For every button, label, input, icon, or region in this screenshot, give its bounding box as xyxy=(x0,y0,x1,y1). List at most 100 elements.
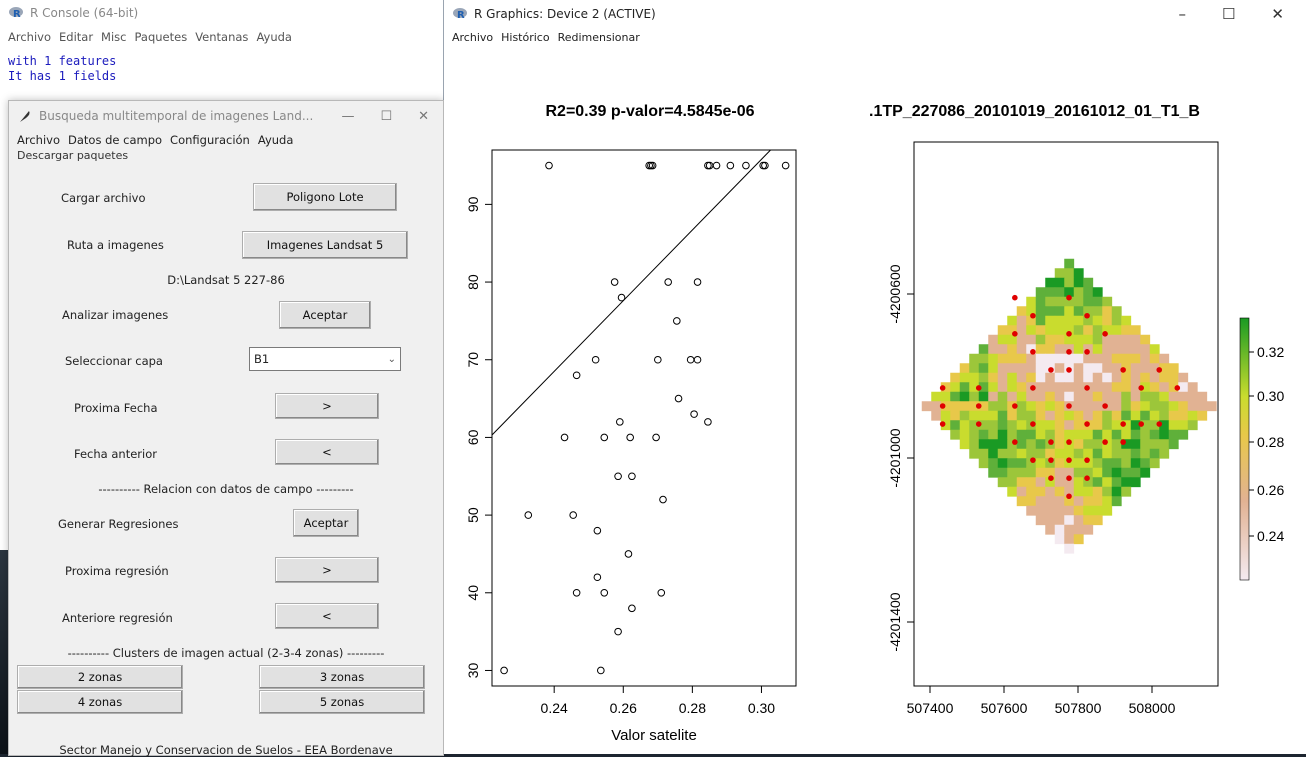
scatter-point xyxy=(591,355,600,364)
raster-cell xyxy=(1064,486,1075,497)
y-tick-label: 90 xyxy=(465,196,481,212)
menu-archivo[interactable]: Archivo xyxy=(17,133,60,147)
raster-cell xyxy=(1083,353,1094,364)
raster-cell xyxy=(997,477,1008,488)
zonas-5-button[interactable]: 5 zonas xyxy=(259,690,425,714)
sample-point xyxy=(1084,421,1090,427)
colorbar-tick-label: 0.30 xyxy=(1257,388,1284,404)
menu-archivo[interactable]: Archivo xyxy=(452,30,494,44)
raster-cell xyxy=(1092,420,1103,431)
raster-cell xyxy=(988,467,999,478)
maximize-icon[interactable]: ☐ xyxy=(380,108,393,124)
raster-cell xyxy=(1064,496,1075,507)
r-console-titlebar[interactable]: R R Console (64-bit) xyxy=(0,0,443,26)
fecha-anterior-button[interactable]: < xyxy=(275,439,379,465)
menu-misc[interactable]: Misc xyxy=(101,30,127,44)
raster-cell xyxy=(1092,486,1103,497)
menu-configuracion[interactable]: Configuración xyxy=(170,133,250,147)
raster-cell xyxy=(1092,401,1103,412)
capa-select[interactable]: B1 ⌄ xyxy=(249,347,401,371)
raster-cell xyxy=(1026,467,1037,478)
analizar-aceptar-button[interactable]: Aceptar xyxy=(279,301,371,329)
imagenes-landsat-button[interactable]: Imagenes Landsat 5 xyxy=(242,231,408,259)
raster-cell xyxy=(1083,391,1094,402)
plot-area: R2=0.39 p-valor=4.5845e-06 0.24 0.26 0.28 0.… xyxy=(465,103,1284,744)
raster-cell xyxy=(988,353,999,364)
raster-cell xyxy=(1102,505,1113,516)
menu-datos-de-campo[interactable]: Datos de campo xyxy=(68,133,163,147)
proxima-regresion-label: Proxima regresión xyxy=(65,564,169,578)
graphics-titlebar[interactable]: R R Graphics: Device 2 (ACTIVE) – ☐ ✕ xyxy=(444,0,1306,28)
y-tick-label: 30 xyxy=(465,662,481,678)
raster-cell xyxy=(1111,420,1122,431)
raster-cell xyxy=(1045,391,1056,402)
raster-cell xyxy=(997,372,1008,383)
zonas-2-button[interactable]: 2 zonas xyxy=(17,665,183,689)
raster-cell xyxy=(1140,448,1151,459)
raster-cell xyxy=(1083,315,1094,326)
raster-cell xyxy=(997,429,1008,440)
menu-descargar-paquetes[interactable]: Descargar paquetes xyxy=(17,149,129,162)
anterior-regresion-button[interactable]: < xyxy=(275,603,379,629)
raster-cell xyxy=(1026,458,1037,469)
y-tick-label: -4201000 xyxy=(887,428,903,487)
minimize-icon[interactable]: – xyxy=(1178,5,1186,23)
raster-cell xyxy=(997,448,1008,459)
close-icon[interactable]: ✕ xyxy=(1271,5,1284,23)
scatter-point xyxy=(742,161,750,170)
sample-point xyxy=(1066,294,1072,301)
raster-cell xyxy=(1102,458,1113,469)
raster-cell xyxy=(1054,467,1065,478)
raster-cell xyxy=(1140,372,1151,383)
menu-paquetes[interactable]: Paquetes xyxy=(134,30,188,44)
maximize-icon[interactable]: ☐ xyxy=(1221,5,1236,23)
raster-cell xyxy=(1111,401,1122,412)
menu-ayuda[interactable]: Ayuda xyxy=(257,133,294,147)
raster-cell xyxy=(1073,477,1084,488)
raster-cell xyxy=(1140,439,1151,450)
raster-cell xyxy=(1140,420,1151,431)
raster-cell xyxy=(1007,477,1018,488)
raster-cell xyxy=(1159,401,1170,412)
generar-aceptar-button[interactable]: Aceptar xyxy=(293,509,359,537)
raster-cell xyxy=(1007,334,1018,345)
colorbar xyxy=(1239,317,1250,581)
x-tick-label: 0.28 xyxy=(679,700,706,716)
menu-historico[interactable]: Histórico xyxy=(501,30,550,44)
poligono-lote-button[interactable]: Poligono Lote xyxy=(253,183,397,211)
raster-cell xyxy=(959,410,970,421)
zonas-4-button[interactable]: 4 zonas xyxy=(17,690,183,714)
y-tick-label: 40 xyxy=(465,585,481,601)
raster-cell xyxy=(1073,344,1084,355)
raster-cell xyxy=(988,344,999,355)
menu-ventanas[interactable]: Ventanas xyxy=(195,30,249,44)
dialog-menubar: Archivo Datos de campo Configuración Ayu… xyxy=(9,131,443,149)
raster-cell xyxy=(1026,372,1037,383)
menu-ayuda[interactable]: Ayuda xyxy=(256,30,292,44)
menu-redimensionar[interactable]: Redimensionar xyxy=(557,30,640,44)
raster-cell xyxy=(1121,420,1132,431)
proxima-regresion-button[interactable]: > xyxy=(275,557,379,583)
regression-line xyxy=(491,149,771,436)
y-tick-label: 50 xyxy=(465,507,481,523)
sample-point xyxy=(1084,385,1090,391)
chevron-down-icon[interactable]: ⌄ xyxy=(387,353,396,365)
sample-point xyxy=(1084,349,1090,355)
raster-cell xyxy=(1168,439,1179,450)
relacion-header: ---------- Relacion con datos de campo -… xyxy=(98,482,354,496)
raster-cell xyxy=(1016,458,1027,469)
raster-cell xyxy=(959,363,970,374)
raster-cell xyxy=(1121,315,1132,326)
x-tick-label: 507400 xyxy=(907,700,954,716)
dialog-titlebar[interactable]: Busqueda multitemporal de imagenes Land.… xyxy=(9,101,443,131)
minimize-icon[interactable]: — xyxy=(341,108,355,124)
scatter-point xyxy=(610,278,619,286)
menu-editar[interactable]: Editar xyxy=(59,30,94,44)
raster-cell xyxy=(978,372,989,383)
close-icon[interactable]: ✕ xyxy=(418,108,429,124)
zonas-3-button[interactable]: 3 zonas xyxy=(259,665,425,689)
menu-archivo[interactable]: Archivo xyxy=(8,30,51,44)
raster-cell xyxy=(1073,439,1084,450)
proxima-fecha-button[interactable]: > xyxy=(275,393,379,419)
console-output[interactable]: with 1 features It has 1 fields xyxy=(0,48,443,84)
